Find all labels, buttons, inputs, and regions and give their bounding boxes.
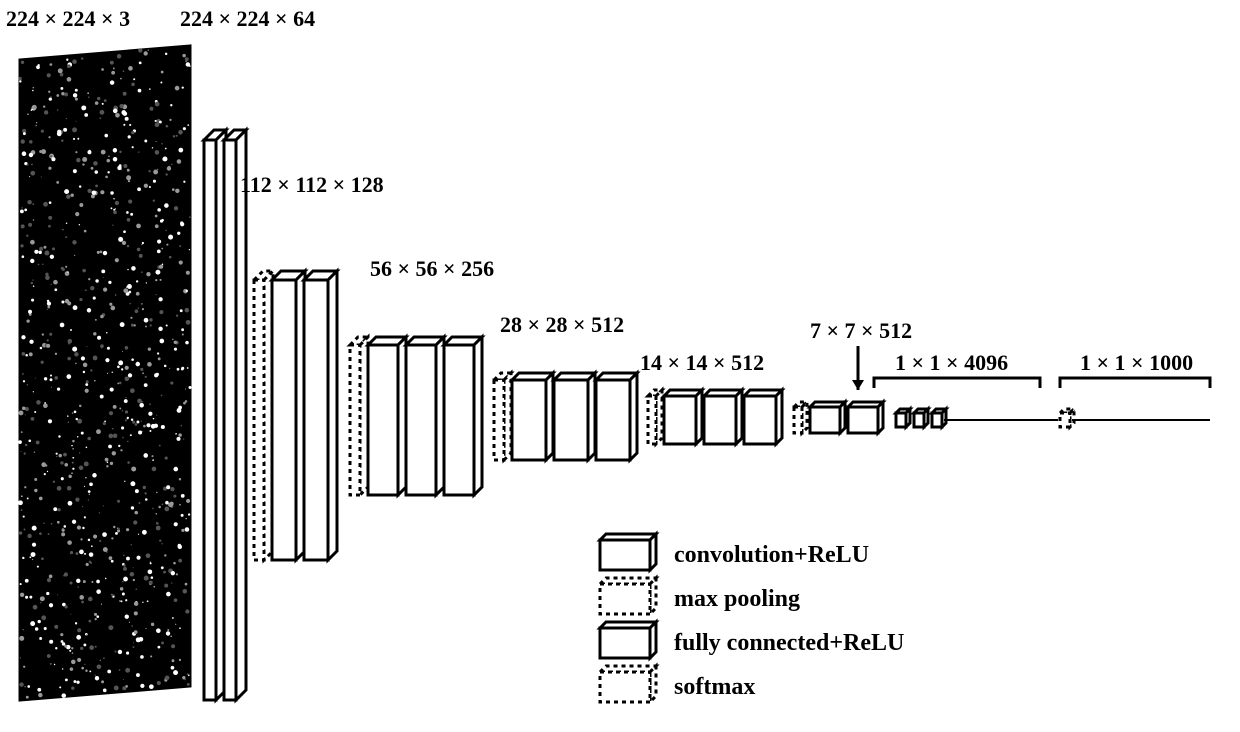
legend-text: convolution+ReLU (674, 542, 869, 569)
legend-icon-conv (600, 534, 656, 570)
layer-conv (304, 271, 337, 560)
legend-icon-soft (600, 666, 656, 702)
layer-conv (368, 337, 406, 495)
dim-label: 7 × 7 × 512 (810, 318, 912, 344)
legend-text: max pooling (674, 586, 800, 613)
layer-conv (444, 337, 482, 495)
layer-conv (224, 130, 246, 700)
layer-pool (350, 337, 368, 495)
layer-fc (896, 409, 910, 427)
dim-label: 1 × 1 × 1000 (1080, 350, 1193, 376)
layer-fc (932, 409, 946, 427)
dim-label: 1 × 1 × 4096 (895, 350, 1008, 376)
dim-label: 56 × 56 × 256 (370, 256, 494, 282)
layer-conv (272, 271, 305, 560)
dim-label: 112 × 112 × 128 (240, 172, 384, 198)
layer-conv (596, 373, 637, 460)
legend-icon-fc (600, 622, 656, 658)
layer-conv (810, 402, 845, 433)
legend-icon-pool (600, 578, 656, 614)
layer-pool (648, 390, 662, 444)
vgg-diagram (0, 0, 1240, 732)
layer-conv (744, 390, 782, 444)
layer-fc (914, 409, 928, 427)
dim-label: 28 × 28 × 512 (500, 312, 624, 338)
layer-conv (848, 402, 883, 433)
dim-label: 224 × 224 × 3 (6, 6, 130, 32)
layer-soft (1060, 409, 1074, 427)
dim-label: 14 × 14 × 512 (640, 350, 764, 376)
layer-pool (254, 271, 273, 560)
layer-conv (704, 390, 742, 444)
layer-conv (554, 373, 595, 460)
layer-conv (664, 390, 702, 444)
legend-text: fully connected+ReLU (674, 630, 904, 657)
layer-pool (494, 373, 511, 460)
input-image (18, 46, 191, 700)
layer-conv (512, 373, 553, 460)
layer-pool (794, 402, 807, 433)
layer-conv (406, 337, 444, 495)
dim-label: 224 × 224 × 64 (180, 6, 315, 32)
legend-text: softmax (674, 674, 755, 701)
